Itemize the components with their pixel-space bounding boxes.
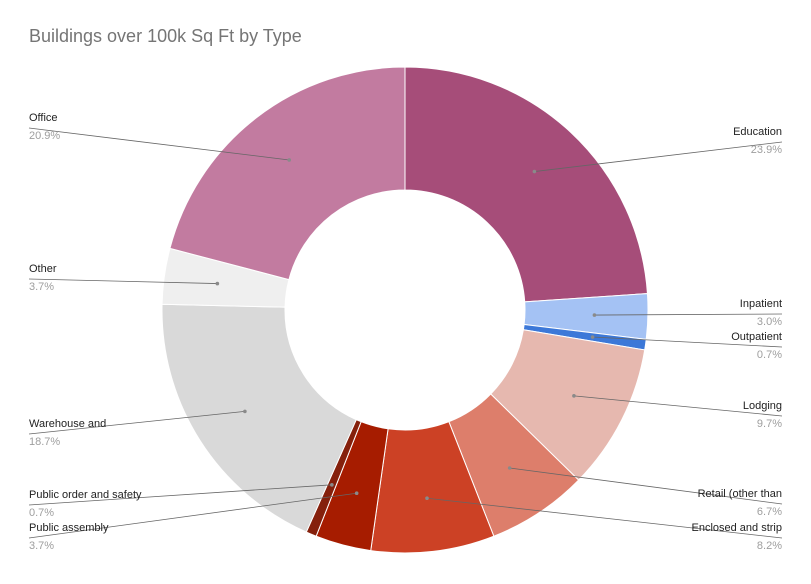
- leader-dot-outpatient: [590, 335, 595, 339]
- leader-dot-inpatient: [592, 313, 597, 317]
- slice-value-enclosed-and-strip: 8.2%: [757, 540, 782, 552]
- slice-value-retail-other-than: 6.7%: [757, 506, 782, 518]
- leader-dot-public-order-and-safety: [330, 483, 334, 487]
- slice-value-education: 23.9%: [751, 144, 782, 156]
- leader-line-public-assembly: [28, 492, 357, 539]
- slice-warehouse-and: [161, 303, 357, 533]
- slice-label-enclosed-and-strip: Enclosed and strip: [692, 522, 783, 534]
- leader-dot-lodging: [572, 394, 576, 398]
- slice-label-warehouse-and: Warehouse and: [29, 418, 106, 430]
- slice-value-warehouse-and: 18.7%: [29, 436, 60, 448]
- slices-group: [161, 66, 649, 554]
- slice-value-lodging: 9.7%: [757, 418, 782, 430]
- slice-value-other: 3.7%: [29, 281, 54, 293]
- slice-label-outpatient: Outpatient: [731, 331, 782, 343]
- leader-line-enclosed-and-strip: [426, 497, 783, 539]
- slice-value-office: 20.9%: [29, 130, 60, 142]
- leader-line-warehouse-and: [28, 410, 245, 435]
- slice-label-other: Other: [29, 263, 57, 275]
- slice-value-outpatient: 0.7%: [757, 349, 782, 361]
- leader-line-public-order-and-safety: [28, 484, 332, 506]
- leader-line-office: [28, 127, 290, 161]
- leader-dot-enclosed-and-strip: [425, 496, 429, 501]
- labels-group: Education 23.9% Inpatient 3.0% Outpatient 0.7…: [28, 112, 783, 552]
- slice-label-public-order-and-safety: Public order and safety: [29, 489, 142, 501]
- chart-title: Buildings over 100k Sq Ft by Type: [29, 26, 302, 46]
- slice-value-public-assembly: 3.7%: [29, 540, 54, 552]
- leader-dot-other: [215, 281, 220, 286]
- slice-label-lodging: Lodging: [743, 400, 782, 412]
- slice-label-inpatient: Inpatient: [740, 298, 782, 310]
- leader-line-education: [534, 141, 783, 172]
- slice-label-retail-other-than: Retail (other than: [698, 488, 782, 500]
- slice-office: [169, 66, 406, 281]
- leader-line-outpatient: [592, 336, 783, 348]
- leader-dot-warehouse-and: [243, 409, 247, 414]
- leader-line-retail-other-than: [509, 467, 783, 505]
- leader-line-lodging: [573, 395, 783, 417]
- leader-line-inpatient: [594, 313, 783, 316]
- slice-label-public-assembly: Public assembly: [29, 522, 109, 534]
- leader-dot-office: [287, 158, 292, 162]
- leader-dot-retail-other-than: [507, 466, 512, 470]
- slice-label-education: Education: [733, 126, 782, 138]
- slice-label-office: Office: [29, 112, 58, 124]
- leader-dot-public-assembly: [354, 491, 359, 496]
- slice-value-public-order-and-safety: 0.7%: [29, 507, 54, 519]
- leader-line-other: [28, 278, 218, 284]
- slice-value-inpatient: 3.0%: [757, 316, 782, 328]
- slice-education: [404, 66, 648, 303]
- leader-dot-education: [532, 169, 537, 174]
